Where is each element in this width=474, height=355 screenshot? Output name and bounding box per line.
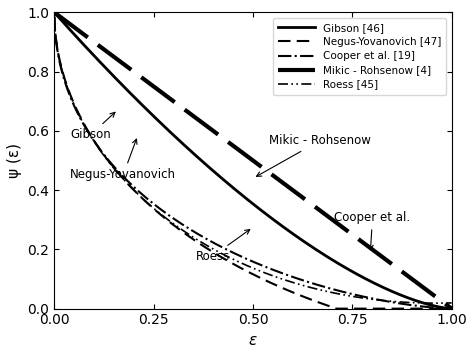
Gibson [46] (120, 84, 126, 88)
Gibson [46] (449, 306, 455, 311)
Negus-Yovanovich [47] (97, 147, 102, 151)
Gibson [46] (97, 60, 102, 64)
Mikic - Rohsenow [4] (97, 44, 102, 48)
Mikic - Rohsenow [4] (52, 10, 57, 15)
Roess [45] (120, 177, 126, 181)
Mikic - Rohsenow [4] (221, 137, 227, 141)
Roess [45] (433, 301, 438, 305)
Mikic - Rohsenow [4] (120, 62, 126, 66)
Legend: Gibson [46], Negus-Yovanovich [47], Cooper et al. [19], Mikic - Rohsenow [4], Ro: Gibson [46], Negus-Yovanovich [47], Coop… (273, 18, 447, 95)
Negus-Yovanovich [47] (221, 257, 227, 261)
Gibson [46] (398, 293, 404, 297)
Mikic - Rohsenow [4] (441, 301, 447, 305)
Negus-Yovanovich [47] (449, 306, 455, 311)
Text: Cooper et al.: Cooper et al. (335, 211, 410, 250)
Cooper et al. [19] (97, 147, 102, 151)
Cooper et al. [19] (120, 175, 126, 179)
Text: Mikic - Rohsenow: Mikic - Rohsenow (256, 134, 371, 176)
Cooper et al. [19] (441, 306, 447, 311)
Cooper et al. [19] (398, 301, 404, 306)
Mikic - Rohsenow [4] (204, 124, 210, 128)
Roess [45] (52, 15, 57, 19)
X-axis label: ε: ε (249, 333, 257, 348)
Negus-Yovanovich [47] (204, 246, 210, 250)
Mikic - Rohsenow [4] (449, 306, 455, 311)
Line: Roess [45]: Roess [45] (55, 17, 452, 303)
Roess [45] (97, 148, 102, 152)
Roess [45] (449, 301, 455, 305)
Gibson [46] (52, 10, 57, 15)
Text: Roess: Roess (195, 230, 250, 263)
Line: Mikic - Rohsenow [4]: Mikic - Rohsenow [4] (55, 12, 452, 308)
Y-axis label: ψ (ε): ψ (ε) (7, 143, 22, 178)
Cooper et al. [19] (221, 246, 227, 250)
Negus-Yovanovich [47] (398, 306, 404, 311)
Roess [45] (204, 243, 210, 247)
Cooper et al. [19] (52, 15, 57, 19)
Negus-Yovanovich [47] (52, 15, 57, 19)
Line: Gibson [46]: Gibson [46] (55, 12, 452, 308)
Line: Cooper et al. [19]: Cooper et al. [19] (55, 17, 452, 308)
Negus-Yovanovich [47] (120, 177, 126, 181)
Negus-Yovanovich [47] (334, 306, 339, 311)
Roess [45] (398, 300, 404, 304)
Roess [45] (221, 252, 227, 257)
Mikic - Rohsenow [4] (398, 269, 404, 273)
Text: Gibson: Gibson (70, 112, 115, 141)
Gibson [46] (221, 178, 227, 182)
Roess [45] (441, 301, 447, 305)
Gibson [46] (441, 306, 447, 310)
Text: Negus-Yovanovich: Negus-Yovanovich (70, 139, 176, 181)
Negus-Yovanovich [47] (441, 306, 447, 311)
Cooper et al. [19] (449, 306, 455, 311)
Line: Negus-Yovanovich [47]: Negus-Yovanovich [47] (55, 17, 452, 308)
Gibson [46] (204, 163, 210, 168)
Cooper et al. [19] (204, 237, 210, 241)
